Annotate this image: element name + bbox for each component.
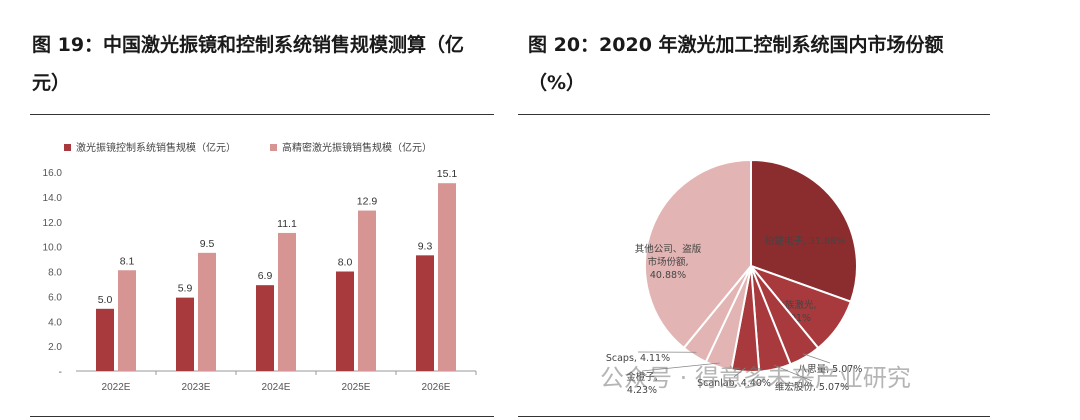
pie-slice-label: 维宏股份, 5.07% [775, 381, 849, 393]
pie-chart: 柏楚电子, 31.88%大族激光,9.01%八思量, 5.07%维宏股份, 5.… [606, 158, 863, 396]
data-label-series2: 11.1 [277, 218, 297, 230]
y-tick-label: 12.0 [43, 218, 63, 229]
x-tick-label: 2024E [262, 382, 291, 393]
data-label-series2: 9.5 [200, 238, 215, 250]
x-tick-label: 2022E [102, 382, 131, 393]
bar-chart: 激光振镜控制系统销售规模（亿元） 高精密激光振镜销售规模（亿元） 16.0 14.0 1… [43, 141, 477, 393]
data-label-series1: 5.9 [178, 283, 193, 295]
pie-slice-label: 9.01% [781, 313, 811, 324]
x-tick-label: 2026E [422, 382, 451, 393]
y-tick-label: 14.0 [43, 193, 63, 204]
right-bottom-rule [518, 416, 990, 417]
left-title-line1: 图 19：中国激光振镜和控制系统销售规模测算（亿 [32, 34, 465, 56]
data-label-series1: 8.0 [338, 257, 353, 269]
left-top-rule [30, 114, 494, 115]
pie-slice [644, 158, 752, 350]
data-label-series2: 15.1 [437, 168, 458, 180]
pie-slice-label: 4.23% [627, 385, 657, 396]
y-tick-label: 4.0 [48, 317, 62, 328]
legend-swatch-series2 [270, 144, 277, 151]
pie-leader-line [774, 364, 813, 382]
y-tick-label: 2.0 [48, 342, 62, 353]
pie-leader-line [802, 353, 831, 364]
x-tick-label: 2025E [342, 382, 371, 393]
y-tick-label: 8.0 [48, 268, 62, 279]
legend-swatch-series1 [64, 144, 71, 151]
pie-slice-label: Scanlab, 4.40% [697, 378, 771, 389]
pie-slice-label: 市场份额, [647, 256, 688, 268]
right-title-line2: （%） [528, 72, 586, 94]
bar-series2 [118, 270, 136, 371]
pie-slice-label: 其他公司、盗版 [635, 243, 702, 255]
right-chart-title: 图 20：2020 年激光加工控制系统国内市场份额 （%） [528, 26, 998, 102]
legend-label-series1: 激光振镜控制系统销售规模（亿元） [76, 141, 236, 154]
data-label-series1: 5.0 [98, 294, 113, 306]
bar-series2 [438, 183, 456, 371]
bar-series1 [256, 285, 274, 371]
pie-slice [750, 158, 858, 303]
pie-leader-line [641, 362, 720, 372]
legend-label-series2: 高精密激光振镜销售规模（亿元） [282, 141, 432, 154]
y-tick-label: 6.0 [48, 292, 62, 303]
data-label-series2: 12.9 [357, 196, 378, 208]
left-bottom-rule [30, 416, 494, 417]
pie-slice-label: 40.88% [650, 270, 686, 281]
bar-series1 [176, 297, 194, 371]
bar-series2 [358, 210, 376, 371]
left-title-line2: 元） [32, 72, 71, 94]
pie-slice-label: 八思量, 5.07% [798, 364, 863, 375]
bar-series1 [96, 308, 114, 371]
y-tick-label: 10.0 [43, 243, 63, 254]
data-label-series1: 9.3 [418, 240, 433, 252]
data-label-series2: 8.1 [120, 255, 135, 267]
pie-slice-label: Scaps, 4.11% [606, 353, 670, 364]
x-tick-label: 2023E [182, 382, 211, 393]
right-title-line1: 图 20：2020 年激光加工控制系统国内市场份额 [528, 34, 944, 56]
pie-slice-label: 柏楚电子, 31.88% [765, 235, 845, 247]
bar-series2 [278, 232, 296, 371]
y-tick-label: - [59, 367, 62, 378]
data-label-series1: 6.9 [258, 270, 273, 282]
bar-series1 [416, 255, 434, 371]
left-chart-title: 图 19：中国激光振镜和控制系统销售规模测算（亿 元） [32, 26, 502, 102]
bar-series1 [336, 271, 354, 371]
right-top-rule [518, 114, 990, 115]
bar-series2 [198, 252, 216, 371]
watermark: 公众号 · 得意多未来产业研究 [600, 364, 911, 392]
y-tick-label: 16.0 [43, 168, 63, 179]
pie-leader-line [733, 367, 746, 378]
pie-slice-label: 金橙子, [626, 371, 658, 383]
